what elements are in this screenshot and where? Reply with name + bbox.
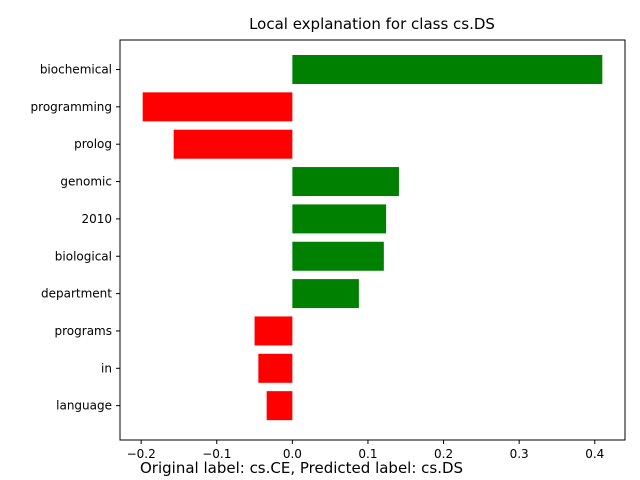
- y-tick-label: in: [101, 361, 112, 375]
- x-tick-label: 0.2: [434, 447, 453, 461]
- x-tick-label: 0.3: [510, 447, 529, 461]
- y-tick-label: genomic: [60, 175, 112, 189]
- bar-biological: [292, 241, 384, 271]
- x-tick-label: −0.1: [202, 447, 231, 461]
- x-axis-ticks: −0.2 −0.1 0.0 0.1 0.2 0.3 0.4: [127, 440, 604, 461]
- label-caption: Original label: cs.CE, Predicted label: …: [140, 459, 464, 477]
- x-tick-label: 0.0: [283, 447, 302, 461]
- bar-department: [292, 279, 359, 309]
- bar-biochemical: [292, 55, 603, 84]
- y-tick-label: 2010: [81, 212, 112, 226]
- x-tick-label: 0.4: [585, 447, 604, 461]
- axes-frame: [119, 39, 626, 441]
- x-tick-label: 0.1: [358, 447, 377, 461]
- bar-2010: [292, 204, 387, 234]
- y-tick-label: biological: [55, 249, 112, 263]
- bar-in: [258, 353, 293, 383]
- y-tick-label: biochemical: [40, 63, 112, 77]
- bar-genomic: [292, 167, 399, 197]
- y-tick-label: programming: [31, 100, 112, 114]
- x-tick-label: −0.2: [127, 447, 156, 461]
- bar-prolog: [173, 129, 293, 159]
- y-tick-label: programs: [55, 324, 112, 338]
- y-tick-label: department: [41, 287, 112, 301]
- bar-programs: [254, 316, 293, 346]
- bar-language: [266, 391, 293, 421]
- y-tick-label: prolog: [74, 137, 112, 151]
- bars-group: [142, 55, 603, 421]
- bar-programming: [142, 92, 293, 122]
- y-tick-label: language: [56, 399, 112, 413]
- y-axis-ticks: biochemical programming prolog genomic 2010 b…: [31, 63, 120, 413]
- chart-title: Local explanation for class cs.DS: [249, 15, 495, 33]
